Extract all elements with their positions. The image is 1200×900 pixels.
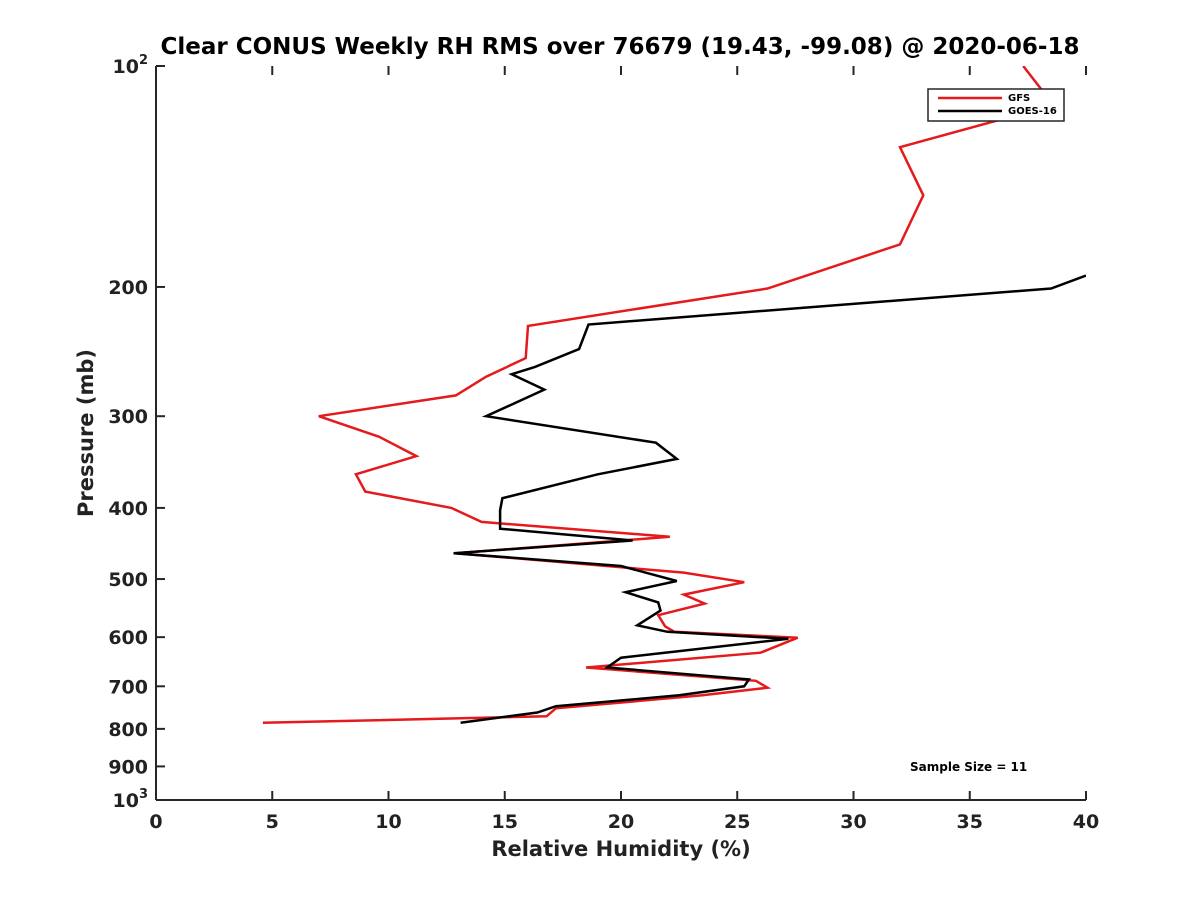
x-axis-label: Relative Humidity (%) bbox=[491, 837, 750, 861]
x-tick-label: 10 bbox=[375, 811, 401, 833]
y-tick-label: 300 bbox=[108, 406, 148, 428]
sample-size-annotation: Sample Size = 11 bbox=[910, 760, 1027, 774]
series-line-gfs bbox=[262, 66, 1056, 725]
legend-label-gfs: GFS bbox=[1008, 93, 1030, 104]
legend-label-goes16: GOES-16 bbox=[1008, 106, 1057, 117]
x-tick-label: 5 bbox=[266, 811, 279, 833]
x-tick-label: 40 bbox=[1073, 811, 1099, 833]
y-tick-label: 800 bbox=[108, 719, 148, 741]
series-layer bbox=[262, 66, 1086, 725]
x-tick-label: 0 bbox=[149, 811, 162, 833]
x-tick-label: 25 bbox=[724, 811, 750, 833]
y-tick-label: 500 bbox=[108, 569, 148, 591]
y-axis-label: Pressure (mb) bbox=[74, 349, 98, 517]
legend: GFS GOES-16 bbox=[927, 88, 1065, 122]
series-line-goes16 bbox=[453, 274, 1086, 725]
x-ticks: 0 5 10 15 20 25 30 35 40 bbox=[149, 66, 1099, 833]
y-tick-label: 600 bbox=[108, 627, 148, 649]
x-tick-label: 35 bbox=[957, 811, 983, 833]
y-tick-label: 102 bbox=[113, 53, 149, 78]
y-ticks: 102 200 300 400 500 600 700 800 900 103 bbox=[108, 53, 165, 812]
y-tick-label: 200 bbox=[108, 277, 148, 299]
plot-area: 0 5 10 15 20 25 30 35 40 102 200 300 400 500 600 700 80… bbox=[108, 53, 1099, 833]
chart-title: Clear CONUS Weekly RH RMS over 76679 (19… bbox=[161, 34, 1080, 60]
y-tick-label: 700 bbox=[108, 676, 148, 698]
x-tick-label: 15 bbox=[492, 811, 518, 833]
x-tick-label: 20 bbox=[608, 811, 634, 833]
x-tick-label: 30 bbox=[840, 811, 866, 833]
legend-box bbox=[927, 88, 1065, 122]
y-tick-label: 400 bbox=[108, 498, 148, 520]
y-tick-label: 900 bbox=[108, 756, 148, 778]
y-tick-label: 103 bbox=[113, 787, 149, 812]
